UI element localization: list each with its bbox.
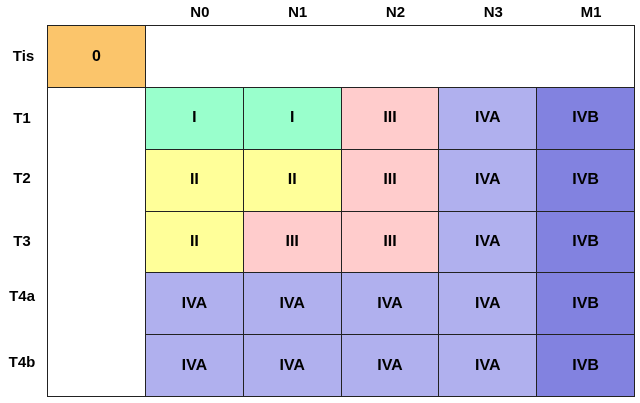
stage-cell: IVB (536, 210, 635, 274)
empty-box (47, 87, 146, 397)
stage-cell: I (242, 87, 342, 150)
stage-cell: IVA (242, 334, 342, 397)
stage-cell: IVA (145, 272, 244, 336)
stage-cell: IVA (438, 148, 538, 212)
stage-cell: IVA (145, 334, 244, 397)
empty-box (145, 25, 635, 88)
stage-cell: IVB (536, 87, 635, 150)
stage-cell: III (340, 210, 440, 274)
row-header: T4b (8, 353, 36, 371)
stage-cell: IVA (340, 334, 440, 397)
row-header: T3 (13, 232, 31, 250)
row-header: T1 (13, 109, 31, 127)
column-header: N0 (190, 4, 210, 21)
stage-cell: IVA (438, 87, 538, 150)
stage-cell: IVA (438, 272, 538, 336)
row-header: T4a (9, 287, 35, 305)
stage-cell: II (242, 148, 342, 212)
stage-cell: IVA (340, 272, 440, 336)
stage-cell: II (145, 148, 244, 212)
stage-cell: IVB (536, 148, 635, 212)
stage-cell: IVA (438, 334, 538, 397)
stage-cell: IVA (242, 272, 342, 336)
row-header: Tis (12, 47, 35, 65)
row-header: T2 (13, 169, 31, 187)
stage-cell: 0 (47, 25, 146, 88)
column-header: M1 (580, 4, 602, 21)
stage-cell: IVB (536, 272, 635, 336)
column-header: N3 (483, 4, 503, 21)
stage-cell: IVB (536, 334, 635, 397)
stage-cell: III (340, 87, 440, 150)
column-header: N1 (288, 4, 308, 21)
stage-cell: I (145, 87, 244, 150)
column-header: N2 (385, 4, 406, 21)
stage-cell: III (340, 148, 440, 212)
stage-cell: IVA (438, 210, 538, 274)
stage-cell: III (242, 210, 342, 274)
stage-cell: II (145, 210, 244, 274)
